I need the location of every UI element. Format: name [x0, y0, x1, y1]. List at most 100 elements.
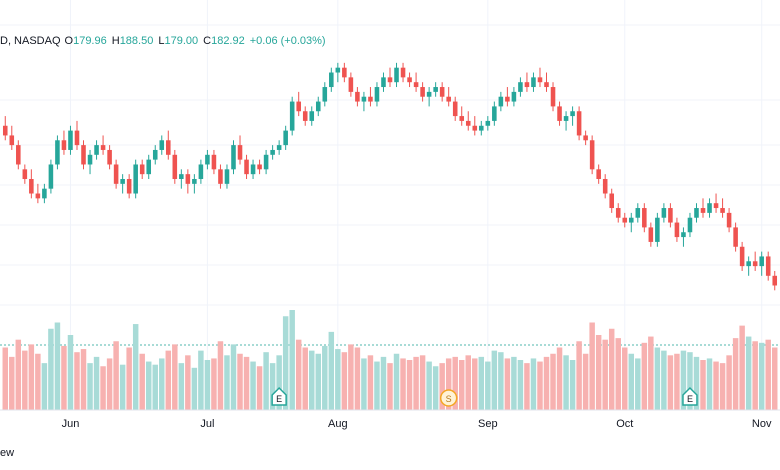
candle[interactable]	[250, 159, 256, 179]
candle[interactable]	[139, 159, 145, 179]
candle[interactable]	[681, 227, 686, 247]
candle[interactable]	[583, 130, 588, 146]
candle[interactable]	[329, 67, 334, 92]
candle[interactable]	[720, 198, 725, 218]
candle[interactable]	[74, 120, 80, 150]
candle[interactable]	[263, 149, 269, 175]
candle[interactable]	[296, 91, 301, 117]
candle[interactable]	[465, 111, 471, 131]
candle[interactable]	[192, 174, 197, 194]
candle[interactable]	[694, 203, 699, 223]
candle[interactable]	[661, 203, 667, 223]
candle[interactable]	[700, 198, 706, 218]
candle[interactable]	[387, 67, 393, 88]
candle[interactable]	[94, 140, 99, 160]
x-tick-label[interactable]: Jul	[200, 418, 214, 430]
candle[interactable]	[302, 106, 308, 126]
split-marker[interactable]: S	[439, 389, 458, 407]
candle[interactable]	[726, 208, 732, 233]
candle[interactable]	[407, 72, 412, 88]
candle[interactable]	[16, 140, 21, 170]
candle[interactable]	[244, 154, 249, 179]
candle[interactable]	[642, 203, 647, 233]
time-axis[interactable]: Jun Jul Aug Sep Oct Nov	[62, 418, 772, 430]
candle[interactable]	[211, 149, 217, 175]
candle[interactable]	[439, 82, 445, 102]
candle[interactable]	[126, 174, 132, 199]
candle[interactable]	[563, 111, 569, 131]
candle[interactable]	[570, 106, 575, 126]
candle[interactable]	[289, 96, 295, 136]
candle[interactable]	[492, 101, 497, 126]
candle[interactable]	[537, 67, 543, 88]
candle[interactable]	[426, 87, 432, 107]
candle[interactable]	[133, 159, 138, 199]
candle[interactable]	[224, 164, 230, 189]
candle[interactable]	[498, 91, 504, 112]
candle[interactable]	[348, 72, 354, 97]
candle[interactable]	[100, 135, 106, 155]
candle[interactable]	[315, 96, 321, 117]
candle[interactable]	[218, 164, 223, 189]
candle[interactable]	[257, 159, 262, 175]
earnings-marker[interactable]: E	[271, 386, 287, 406]
candle[interactable]	[648, 222, 654, 247]
candle[interactable]	[179, 169, 184, 189]
candle[interactable]	[472, 116, 478, 136]
candle[interactable]	[446, 87, 451, 107]
candle[interactable]	[589, 135, 595, 175]
candle[interactable]	[368, 87, 373, 107]
candle[interactable]	[355, 87, 360, 107]
candle[interactable]	[113, 159, 119, 189]
candle[interactable]	[733, 222, 738, 252]
candle[interactable]	[596, 164, 601, 184]
x-tick-label[interactable]: Nov	[752, 418, 772, 430]
x-tick-label[interactable]: Sep	[478, 418, 498, 430]
candle[interactable]	[459, 106, 465, 126]
candle[interactable]	[185, 169, 191, 194]
candle[interactable]	[42, 183, 47, 204]
candle[interactable]	[544, 72, 549, 92]
candle[interactable]	[231, 140, 236, 175]
candle[interactable]	[433, 82, 438, 97]
candle[interactable]	[152, 145, 158, 165]
candle[interactable]	[707, 198, 712, 218]
candle[interactable]	[752, 251, 758, 271]
candle[interactable]	[68, 125, 73, 155]
candle[interactable]	[505, 87, 510, 107]
candle[interactable]	[452, 96, 458, 121]
x-tick-label[interactable]: Aug	[328, 418, 348, 430]
candle[interactable]	[550, 82, 556, 112]
candle[interactable]	[615, 203, 621, 223]
candle[interactable]	[635, 203, 641, 223]
candle[interactable]	[159, 135, 165, 155]
candle[interactable]	[674, 217, 680, 242]
candle[interactable]	[687, 212, 693, 238]
candle[interactable]	[374, 82, 380, 107]
symbol-label[interactable]: D, NASDAQ	[0, 35, 61, 47]
candle[interactable]	[237, 135, 243, 165]
candle[interactable]	[381, 72, 386, 92]
candle[interactable]	[322, 82, 328, 107]
candle[interactable]	[765, 251, 771, 281]
candle[interactable]	[29, 169, 34, 199]
candle[interactable]	[87, 149, 93, 175]
candle[interactable]	[628, 212, 634, 233]
candle[interactable]	[518, 77, 523, 97]
candle[interactable]	[622, 212, 628, 228]
candle[interactable]	[146, 154, 152, 179]
candle[interactable]	[198, 159, 204, 184]
candle[interactable]	[485, 116, 491, 131]
candle[interactable]	[172, 149, 178, 184]
candle[interactable]	[400, 62, 406, 83]
candle[interactable]	[713, 193, 719, 213]
candle[interactable]	[557, 101, 562, 126]
earnings-marker[interactable]: E	[682, 386, 698, 406]
candle[interactable]	[61, 130, 67, 155]
candle[interactable]	[511, 87, 517, 107]
candle[interactable]	[270, 145, 275, 160]
candle[interactable]	[120, 174, 125, 194]
